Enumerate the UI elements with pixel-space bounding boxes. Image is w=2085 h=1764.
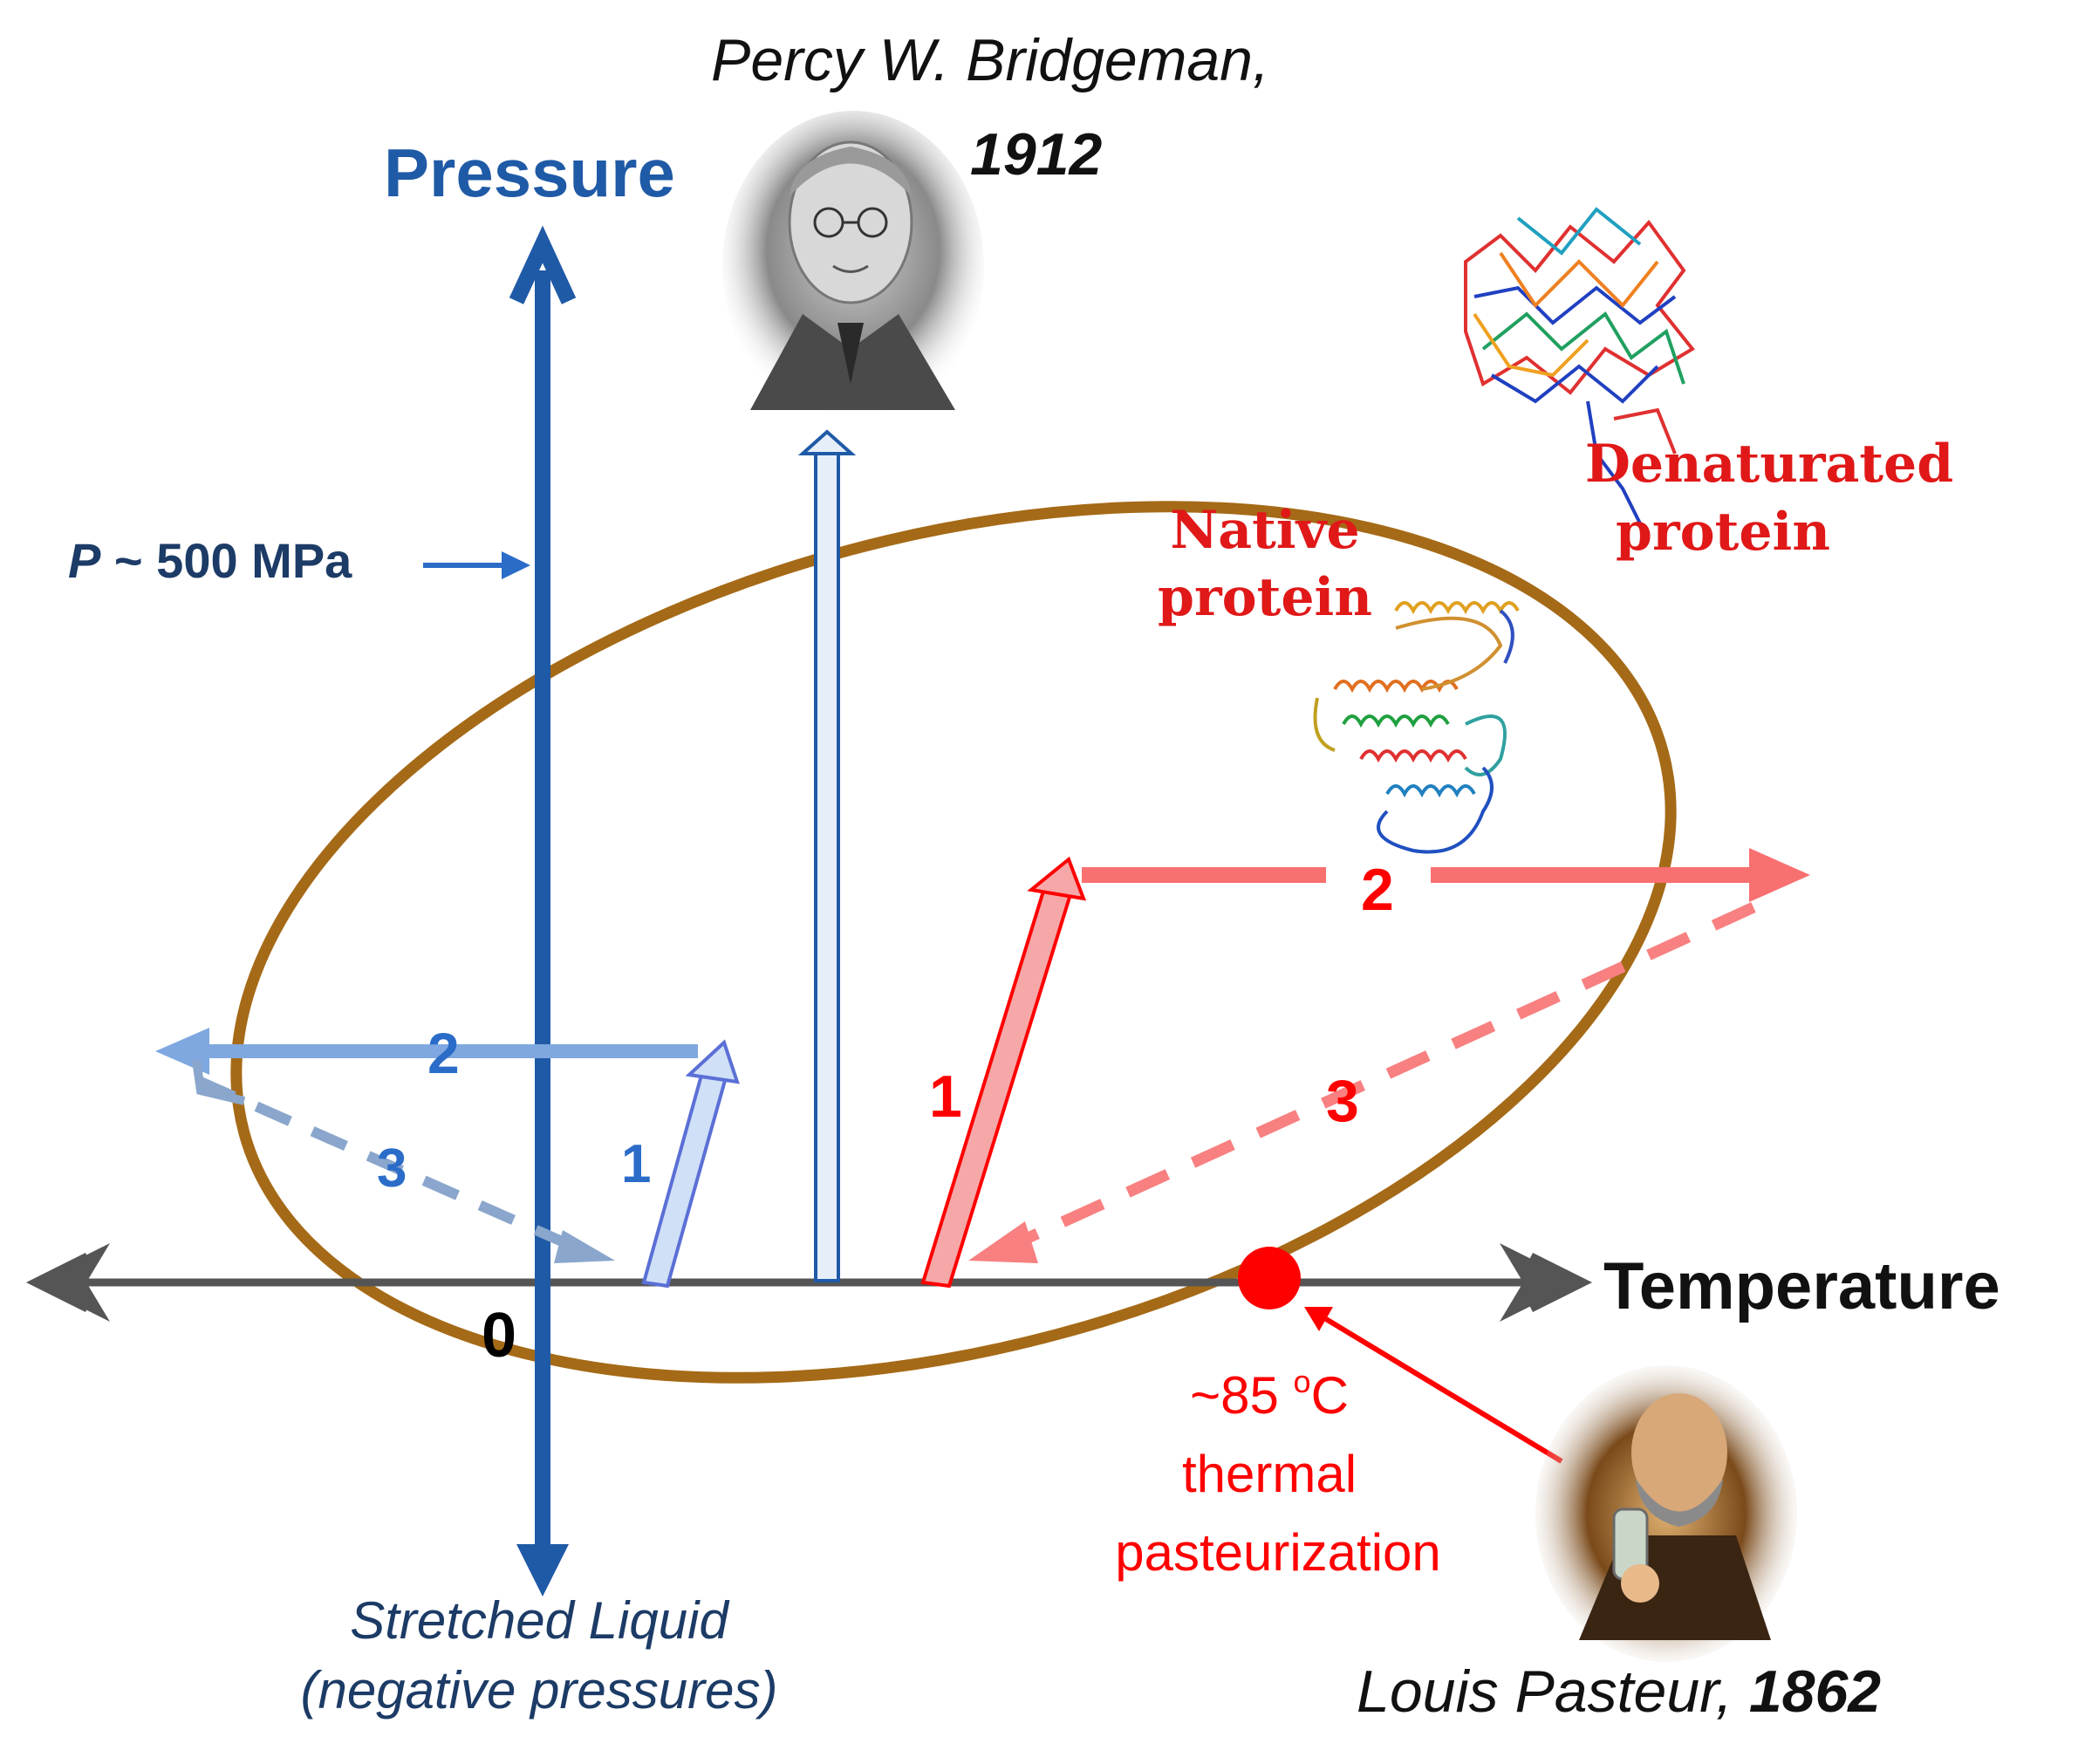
red-step-3-arrowhead	[968, 1221, 1038, 1263]
pasteur-caption: Louis Pasteur, 1862	[1357, 1658, 1881, 1725]
blue-step-2-label: 2	[427, 1021, 460, 1085]
red-step-3-dashed-arrow	[1014, 902, 1756, 1248]
blue-step-1-label: 1	[621, 1134, 651, 1194]
bridgeman-name: Percy W. Bridgeman,	[711, 27, 1269, 93]
pressure-axis-up-arrowhead	[509, 225, 577, 304]
temperature-axis-right-arrowhead	[1528, 1252, 1593, 1313]
phase-boundary-ellipse	[230, 501, 1677, 1384]
blue-step-1-arrow	[641, 1039, 740, 1289]
temperature-axis-left-arrowhead	[25, 1252, 90, 1313]
pasteurization-temp-prefix: ~85	[1190, 1366, 1293, 1425]
bridgeman-compression-arrow	[797, 429, 857, 1282]
red-step-3-label: 3	[1326, 1068, 1359, 1134]
origin-label: 0	[482, 1301, 516, 1371]
pasteurization-temperature: ~85 oC	[1190, 1364, 1349, 1425]
pressure-axis-down-arrowhead	[516, 1544, 569, 1596]
stretched-liquid-label: Stretched Liquid	[350, 1591, 729, 1650]
temperature-axis-label: Temperature	[1603, 1249, 2000, 1323]
native-protein-illustration	[1313, 601, 1520, 854]
pasteurization-line2: thermal	[1182, 1445, 1357, 1503]
pasteur-portrait	[1535, 1365, 1797, 1662]
pressure-symbol: P	[68, 533, 101, 588]
blue-step-3-start-corner	[192, 1059, 246, 1105]
pasteurization-line3: pasteurization	[1115, 1523, 1441, 1582]
pressure-axis-label: Pressure	[384, 134, 675, 211]
pasteur-pointer-arrowhead	[1304, 1307, 1333, 1331]
bridgeman-portrait	[722, 111, 984, 421]
native-protein-label-line2: protein	[1158, 567, 1372, 628]
red-step-1-label: 1	[929, 1063, 962, 1130]
red-step-2-arrowhead	[1749, 848, 1810, 902]
bridgeman-year: 1912	[970, 121, 1102, 188]
pressure-marker-arrowhead	[502, 551, 530, 579]
denatured-protein-illustration	[1464, 207, 1695, 524]
blue-step-3-arrowhead	[554, 1230, 615, 1263]
pasteurization-temp-unit: C	[1311, 1366, 1349, 1425]
red-step-2-label: 2	[1361, 857, 1394, 923]
pasteur-pointer-arrow	[1324, 1316, 1563, 1464]
pasteurization-point	[1238, 1247, 1301, 1309]
denatured-protein-label-line2: protein	[1616, 502, 1830, 563]
blue-step-3-label: 3	[377, 1138, 407, 1199]
blue-step-3-dashed-arrow	[198, 1077, 578, 1253]
negative-pressures-label: (negative pressures)	[301, 1661, 778, 1720]
pasteurization-temp-degree: o	[1294, 1364, 1311, 1399]
pasteur-name: Louis Pasteur,	[1357, 1658, 1749, 1725]
native-protein-label-line1: Native	[1170, 500, 1359, 561]
denatured-protein-label-line1: Denaturated	[1585, 434, 1953, 495]
red-step-2-label-bg	[1326, 842, 1431, 912]
red-step-1-arrow	[920, 856, 1087, 1289]
pressure-marker-label: P ~ 500 MPa	[68, 533, 352, 588]
pressure-value: ~ 500 MPa	[100, 533, 352, 588]
pasteur-year: 1862	[1749, 1658, 1881, 1725]
